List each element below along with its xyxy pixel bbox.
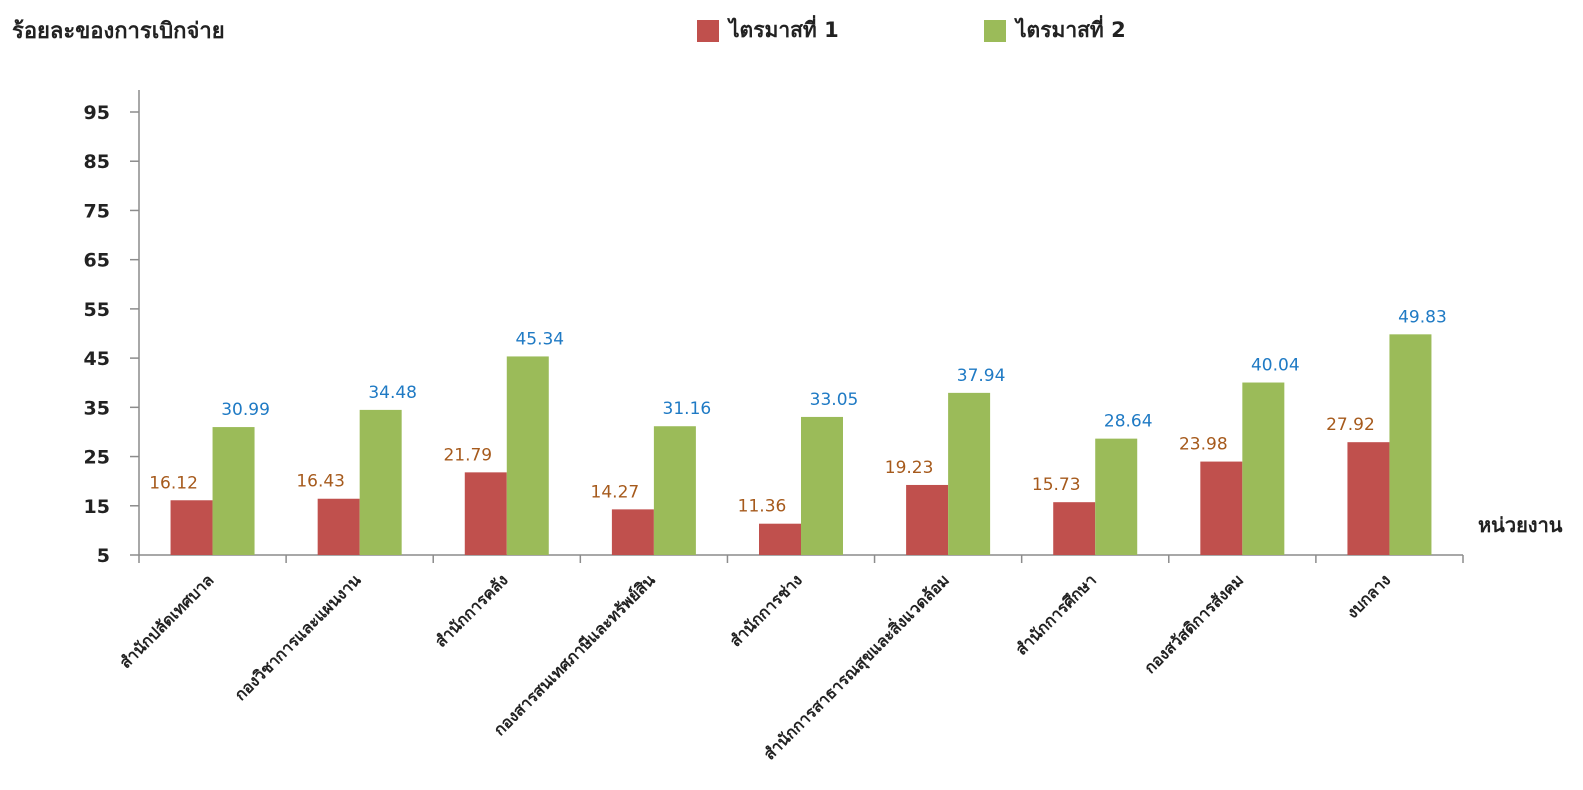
category-labels: สำนักปลัดเทศบาล กองวิชาการและแผนงาน สำนักก… [116,569,1395,764]
data-label-series-2: 31.16 [663,399,712,419]
x-ticks [138,555,1464,563]
bar-series-1 [1200,461,1243,555]
data-labels: 16.12 30.99 16.43 34.48 21.79 45.34 14.27 31.16… [149,307,1447,516]
bar-series-2 [1242,382,1285,555]
bar-series-1 [1053,502,1096,555]
legend-label-series-1: ไตรมาสที่ 1 [727,14,839,42]
y-axis-title: ร้อยละของการเบิกจ่าย [12,19,225,44]
bar-series-1 [611,509,654,555]
legend-label-series-2: ไตรมาสที่ 2 [1014,14,1126,42]
y-tick-label: 5 [97,545,110,567]
category-label: สำนักการศึกษา [1012,570,1100,658]
category-label: กองสวัสดิการสังคม [1140,570,1247,677]
data-label-series-2: 40.04 [1251,356,1300,376]
y-tick-label: 75 [84,200,110,222]
bar-series-2 [653,426,696,555]
data-label-series-2: 28.64 [1104,412,1153,432]
bar-series-2 [359,409,402,555]
bar-series-1 [906,484,949,555]
y-ticks: 5 15 25 35 45 55 65 75 85 95 [84,102,139,567]
data-label-series-2: 33.05 [810,390,859,410]
data-label-series-1: 14.27 [591,482,640,502]
y-tick-label: 15 [84,496,110,518]
category-label: สำนักการคลัง [431,570,512,651]
bar-series-1 [1347,442,1390,555]
bar-series-1 [464,472,507,555]
data-label-series-1: 23.98 [1179,435,1228,455]
data-label-series-2: 45.34 [515,329,564,349]
category-label: กองสารสนเทศภาษีและทรัพย์สิน [490,570,659,739]
data-label-series-2: 30.99 [221,400,270,420]
data-label-series-1: 16.12 [149,473,198,493]
data-label-series-1: 15.73 [1032,475,1081,495]
data-label-series-1: 11.36 [738,497,787,517]
bar-series-1 [170,500,213,555]
y-tick-label: 55 [84,299,110,321]
data-label-series-2: 34.48 [368,383,417,403]
legend: ไตรมาสที่ 1 ไตรมาสที่ 2 [697,14,1126,42]
y-tick-label: 35 [84,397,110,419]
bar-series-2 [506,356,549,555]
data-label-series-2: 49.83 [1398,307,1447,327]
bars [170,334,1432,555]
x-axis-title: หน่วยงาน [1478,513,1563,537]
bar-series-2 [212,427,255,555]
data-label-series-2: 37.94 [957,366,1006,386]
category-label: สำนักการช่าง [726,570,806,650]
bar-series-2 [948,392,991,555]
y-tick-label: 45 [84,348,110,370]
bar-series-2 [801,416,843,555]
y-tick-label: 25 [84,447,110,469]
category-label: สำนักปลัดเทศบาล [116,570,218,672]
category-label: กองวิชาการและแผนงาน [231,570,365,704]
legend-swatch-series-1 [697,20,719,42]
data-label-series-1: 21.79 [443,445,492,465]
bar-series-2 [1389,334,1432,555]
data-label-series-1: 27.92 [1326,415,1375,435]
category-label: งบกลาง [1342,570,1394,622]
y-tick-label: 95 [84,102,110,124]
y-tick-label: 85 [84,151,110,173]
bar-series-2 [1095,438,1138,555]
data-label-series-1: 19.23 [885,458,934,478]
data-label-series-1: 16.43 [296,472,345,492]
y-tick-label: 65 [84,250,110,272]
bar-series-1 [317,498,360,555]
legend-swatch-series-2 [984,20,1006,42]
bar-series-1 [759,523,801,555]
